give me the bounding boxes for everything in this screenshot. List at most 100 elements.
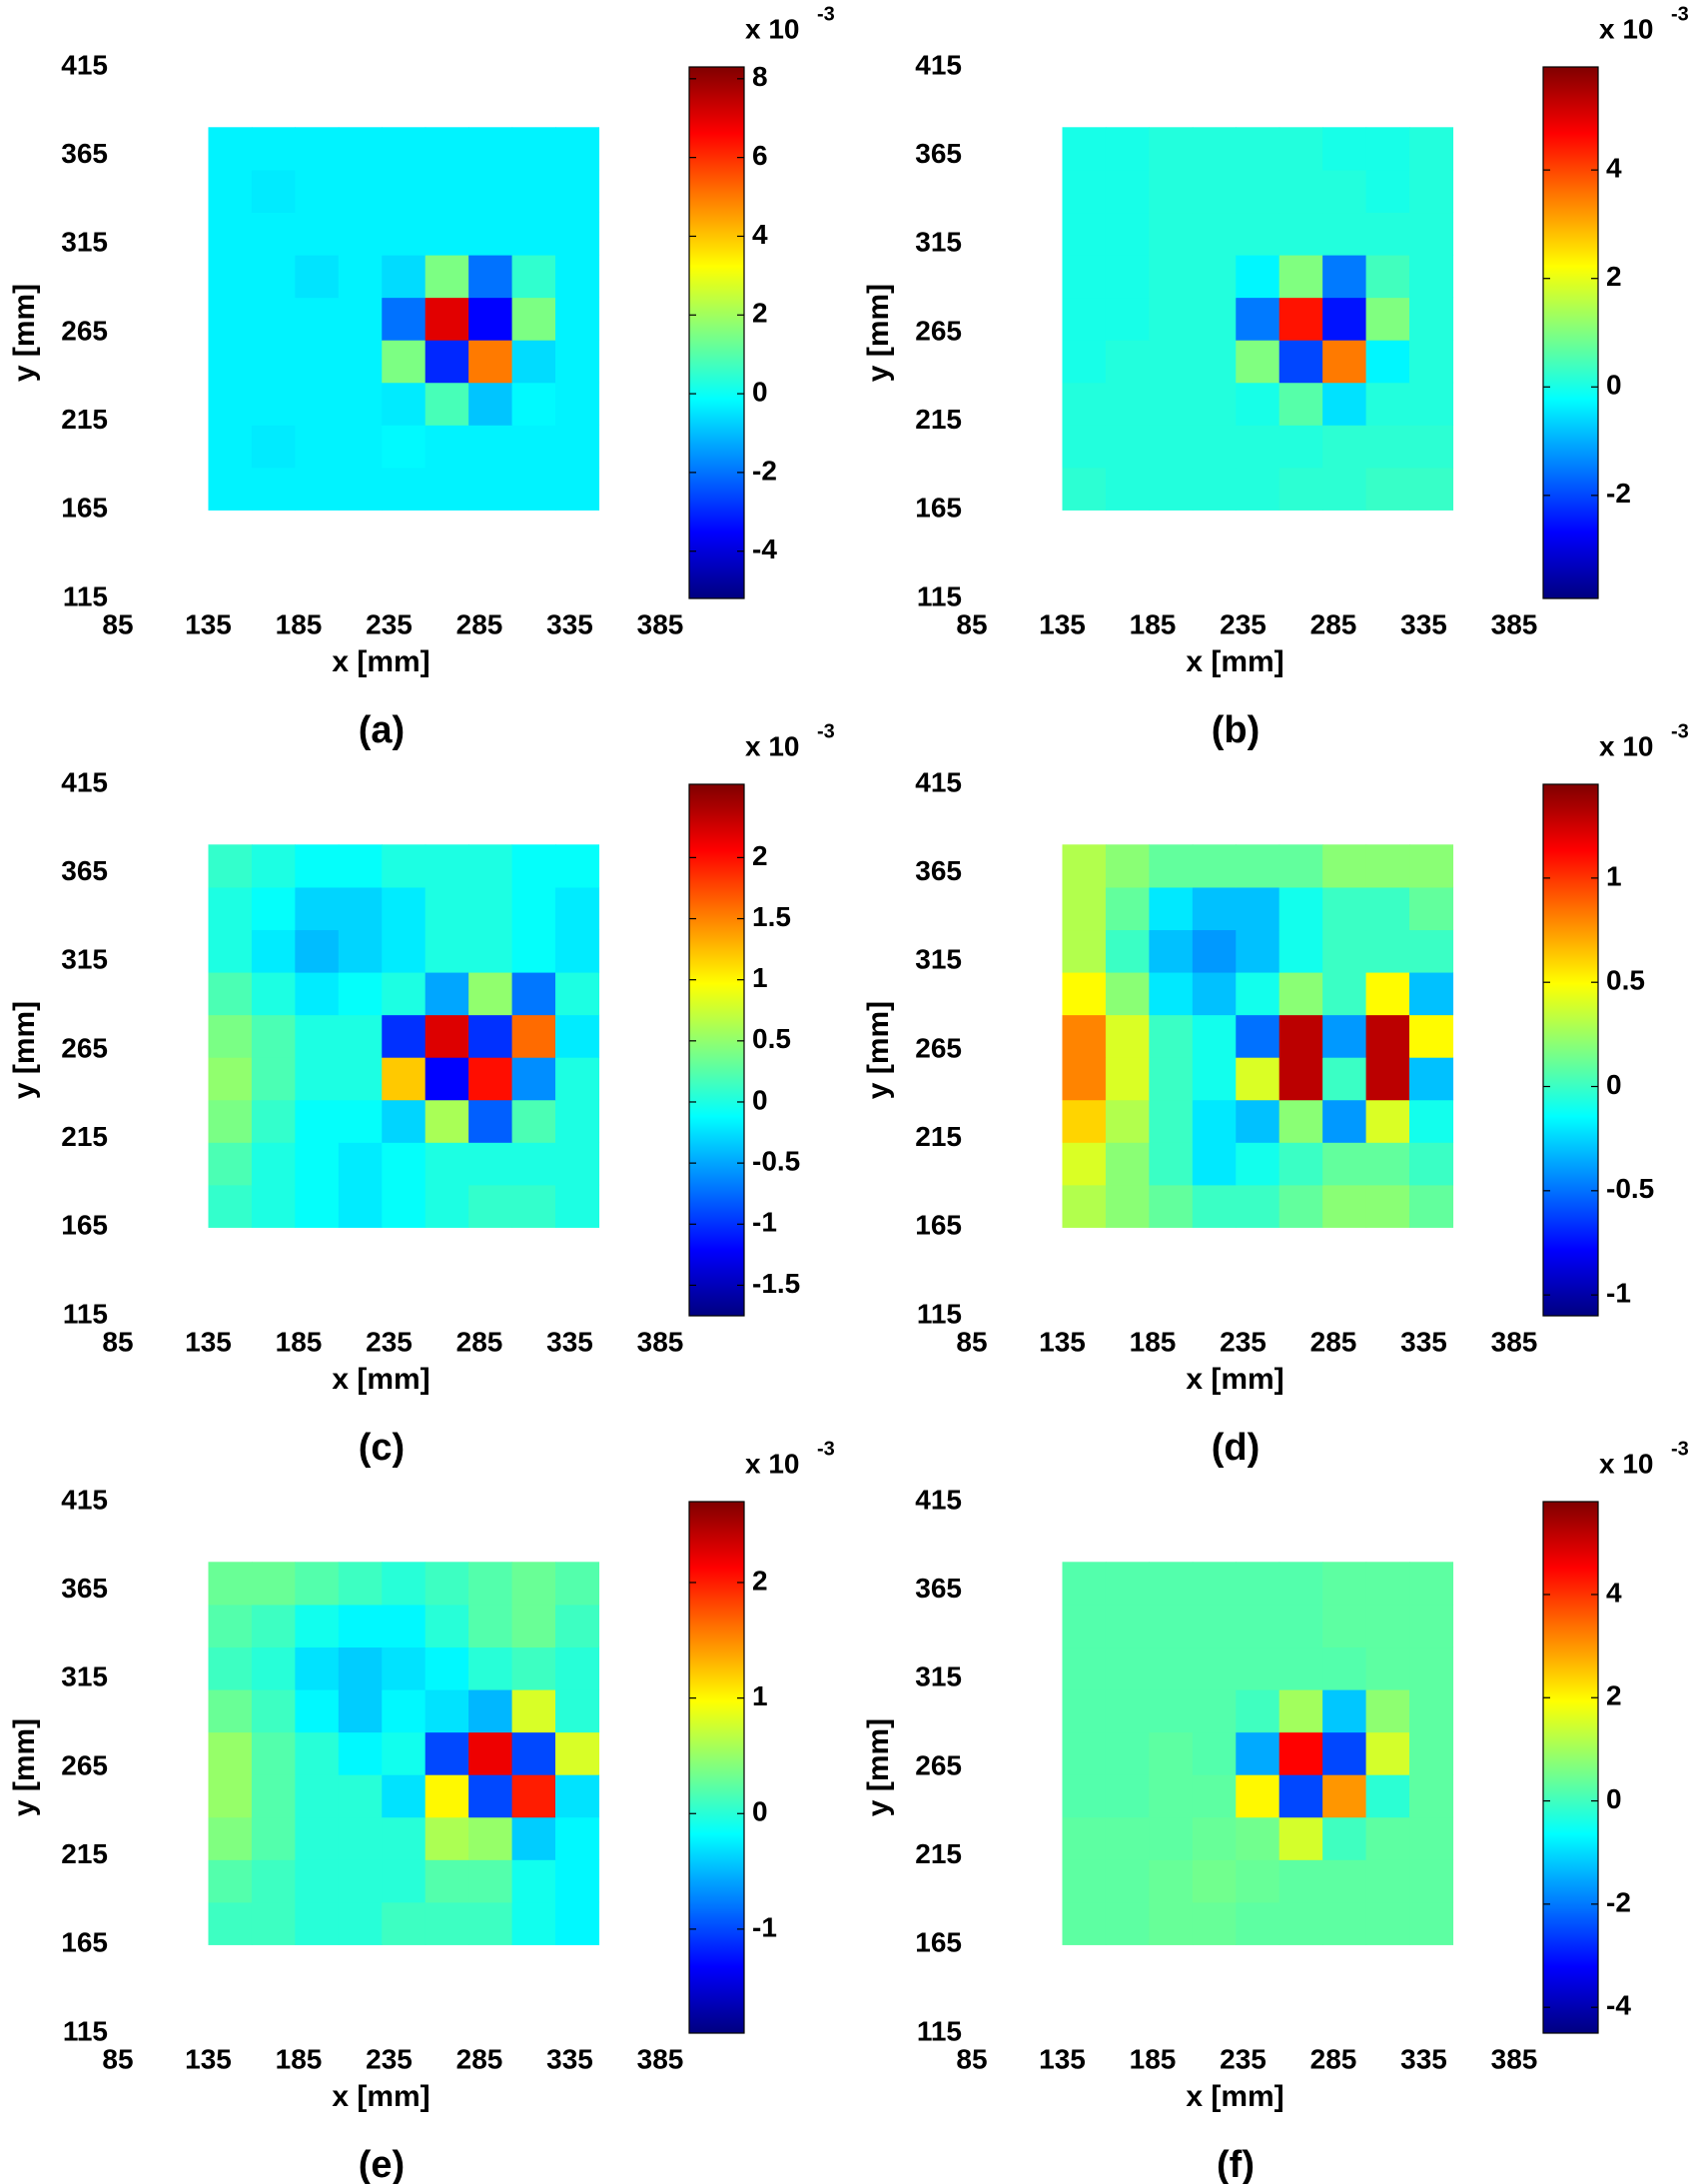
heatmap-cell [468,425,513,469]
heatmap-cell [468,340,513,384]
heatmap-cell [1322,1057,1367,1101]
x-tick-label: 85 [102,2043,133,2074]
y-tick-label: 365 [915,855,962,886]
heatmap-cell [1278,1099,1323,1143]
x-tick-label: 235 [1220,608,1267,639]
heatmap-cell [1105,1057,1150,1101]
heatmap-cell [251,844,296,888]
heatmap-cell [1105,1774,1150,1818]
heatmap-cell [208,1057,253,1101]
heatmap-cell [338,340,383,384]
heatmap-cell [1105,340,1150,384]
heatmap-cell [424,1688,469,1733]
heatmap-cell [1409,1604,1454,1648]
y-tick-label: 365 [915,138,962,169]
x-tick-label: 335 [546,1326,593,1357]
heatmap-cell [1278,467,1323,511]
colorbar-tick-label: 4 [1606,1577,1622,1608]
heatmap-cell [424,1774,469,1818]
heatmap-cell [424,169,469,214]
panel-label: (c) [359,1427,405,1469]
y-tick-label: 265 [61,1032,108,1063]
heatmap-cell [511,971,556,1016]
heatmap-cell [208,1646,253,1690]
heatmap-cell [382,382,426,426]
heatmap-cell [1278,1142,1323,1186]
heatmap-cell [555,1184,600,1228]
heatmap-cell [338,971,383,1016]
heatmap-cell [251,971,296,1016]
panel-label: (f) [1217,2144,1255,2184]
heatmap-cell [382,169,426,214]
colorbar-tick-label: -2 [752,455,777,486]
heatmap-cell [1105,844,1150,888]
heatmap-cell [1062,1014,1107,1058]
heatmap-cell [208,1184,253,1228]
heatmap-cell [1322,340,1367,384]
heatmap-cell [1192,1014,1237,1058]
heatmap-cell [1192,1646,1237,1690]
heatmap-cell [1236,1184,1280,1228]
heatmap-cell [1105,971,1150,1016]
heatmap-cell [1409,1099,1454,1143]
heatmap-cell [1105,1184,1150,1228]
colorbar-exponent: -3 [817,720,835,742]
heatmap-cell [555,1099,600,1143]
heatmap-cell [555,971,600,1016]
colorbar-tick-label: 0 [752,1084,768,1115]
heatmap-cell [251,1816,296,1860]
heatmap-cell [1149,1731,1194,1775]
heatmap-cell [338,297,383,341]
heatmap-cell [468,212,513,256]
heatmap-cell [1409,886,1454,931]
heatmap-cell [1105,1604,1150,1648]
heatmap-cell [1105,1142,1150,1186]
y-tick-label: 415 [915,49,962,80]
heatmap-cell [251,1184,296,1228]
heatmap-cell [424,382,469,426]
x-tick-label: 385 [637,2043,684,2074]
panel-label: (b) [1212,709,1261,751]
heatmap-cell [511,382,556,426]
heatmap-cell [382,1646,426,1690]
heatmap-cell [1236,340,1280,384]
heatmap-cell [1278,1901,1323,1945]
x-tick-label: 135 [1039,1326,1086,1357]
heatmap-cell [1062,382,1107,426]
heatmap-cell [1236,382,1280,426]
heatmap-cell [424,467,469,511]
heatmap-cell [511,1688,556,1733]
x-tick-label: 185 [1130,2043,1177,2074]
heatmap-cell [295,1057,340,1101]
heatmap-cell [555,127,600,171]
heatmap-cell [382,1688,426,1733]
heatmap-cell [382,1604,426,1648]
heatmap-cell [1149,340,1194,384]
heatmap-cell [1149,1604,1194,1648]
y-axis-label: y [mm] [8,284,41,382]
heatmap-cell [1105,1014,1150,1058]
heatmap-cell [338,1646,383,1690]
heatmap-cell [511,1646,556,1690]
colorbar-tick-label: -1 [752,1207,777,1238]
colorbar-tick-label: 0 [1606,1783,1622,1814]
heatmap-cell [555,212,600,256]
heatmap-cell [1409,1901,1454,1945]
heatmap-cell [1278,1014,1323,1058]
heatmap-cell [1409,340,1454,384]
heatmap-cell [1365,1057,1410,1101]
colorbar-label: x 10 [1599,730,1654,761]
heatmap-cell [208,886,253,931]
heatmap-cell [1278,1184,1323,1228]
heatmap-cell [1278,929,1323,973]
heatmap-cell [208,844,253,888]
heatmap-cell [1062,1688,1107,1733]
heatmap-cell [1062,212,1107,256]
heatmap-cell [1192,1142,1237,1186]
heatmap-cell [1192,297,1237,341]
y-tick-label: 365 [61,138,108,169]
heatmap-cell [511,1901,556,1945]
heatmap-cell [208,1816,253,1860]
heatmap-cell [1278,382,1323,426]
heatmap-cell [382,1099,426,1143]
